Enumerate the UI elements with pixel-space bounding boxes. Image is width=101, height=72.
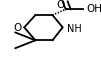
Text: O: O bbox=[13, 23, 21, 33]
Text: OH: OH bbox=[87, 4, 101, 14]
Text: NH: NH bbox=[67, 24, 82, 34]
Text: O: O bbox=[56, 0, 64, 10]
